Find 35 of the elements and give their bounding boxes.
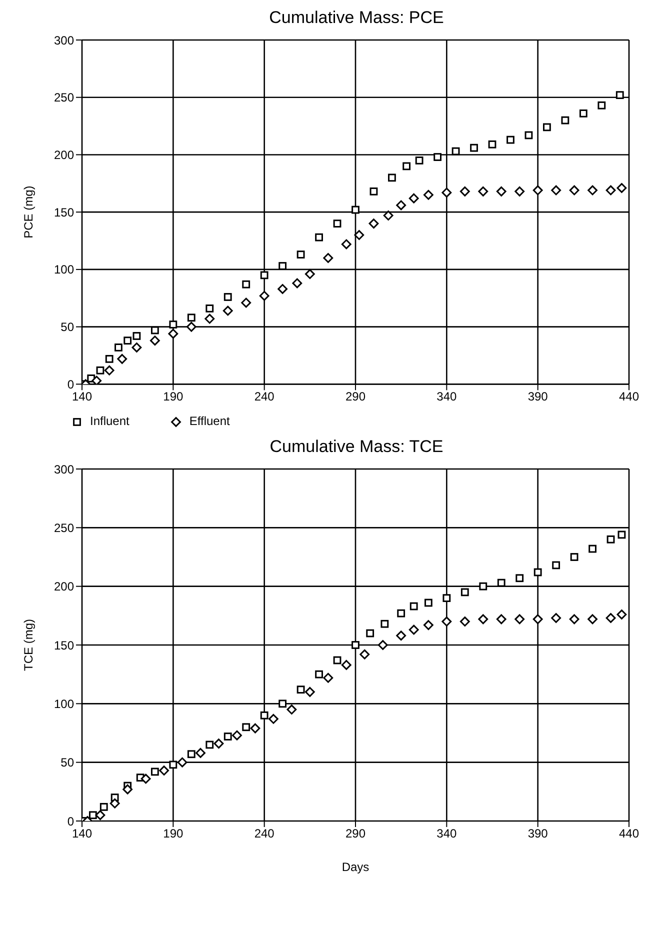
x-tick-label: 240 [254,390,275,404]
x-tick-label: 340 [436,390,457,404]
x-tick-label: 290 [345,826,366,841]
y-tick-label: 250 [54,520,74,535]
x-tick-label: 390 [528,390,548,404]
y-tick-label: 200 [54,580,74,594]
y-tick-label: 100 [54,262,74,277]
x-axis-title: Days [342,860,370,874]
y-tick-label: 0 [67,377,74,392]
x-tick-label: 340 [436,826,457,841]
x-tick-label: 290 [345,390,366,404]
x-tick-label: 390 [528,826,548,841]
y-tick-label: 100 [54,696,74,711]
chart-title: Cumulative Mass: TCE [268,437,444,458]
legend-label: Influent [89,414,130,429]
x-tick-label: 140 [72,826,92,841]
y-tick-label: 300 [54,33,74,48]
x-tick-label: 140 [72,390,92,404]
y-tick-label: 250 [54,90,74,105]
y-axis-title: PCE (mg) [21,186,36,238]
legend-label: Effluent [188,414,230,429]
y-axis-title: TCE (mg) [21,619,36,671]
x-tick-label: 440 [618,390,640,404]
y-tick-label: 200 [54,148,74,162]
y-tick-label: 50 [60,320,74,334]
x-tick-label: 190 [163,826,184,841]
x-tick-label: 240 [254,826,275,841]
chart-title: Cumulative Mass: PCE [268,8,445,29]
y-tick-label: 300 [54,462,74,476]
x-tick-label: 190 [163,390,184,404]
y-tick-label: 150 [54,205,74,220]
y-tick-label: 150 [54,638,74,652]
x-tick-label: 440 [618,826,640,841]
y-tick-label: 0 [67,814,74,828]
y-tick-label: 50 [60,756,74,770]
